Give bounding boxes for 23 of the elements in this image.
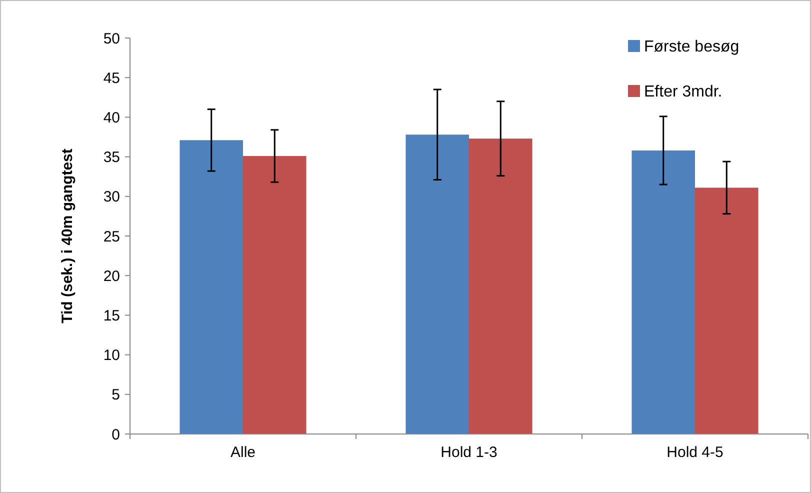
bar	[406, 134, 469, 434]
y-tick-label: 25	[103, 228, 120, 246]
bar	[469, 138, 532, 434]
y-tick-label: 15	[103, 307, 120, 324]
y-tick-label: 30	[103, 188, 120, 206]
y-tick-label: 10	[103, 347, 120, 364]
y-axis-title: Tid (sek.) i 40m gangtest	[59, 148, 76, 324]
y-tick-label: 5	[112, 386, 120, 404]
x-tick-label: Alle	[230, 444, 256, 461]
y-tick-label: 35	[103, 149, 120, 166]
y-tick-label: 45	[103, 70, 120, 87]
y-tick-label: 20	[103, 268, 120, 285]
legend-label: Første besøg	[644, 38, 740, 56]
legend-label: Efter 3mdr.	[644, 84, 722, 101]
x-tick-label: Hold 1-3	[440, 444, 498, 461]
y-tick-label: 0	[112, 426, 120, 444]
bar	[243, 156, 306, 434]
y-tick-label: 40	[103, 109, 120, 126]
x-tick-label: Hold 4-5	[666, 444, 724, 461]
bar	[180, 140, 243, 434]
bar	[695, 188, 758, 434]
bar	[632, 150, 695, 434]
y-tick-label: 50	[103, 30, 120, 48]
